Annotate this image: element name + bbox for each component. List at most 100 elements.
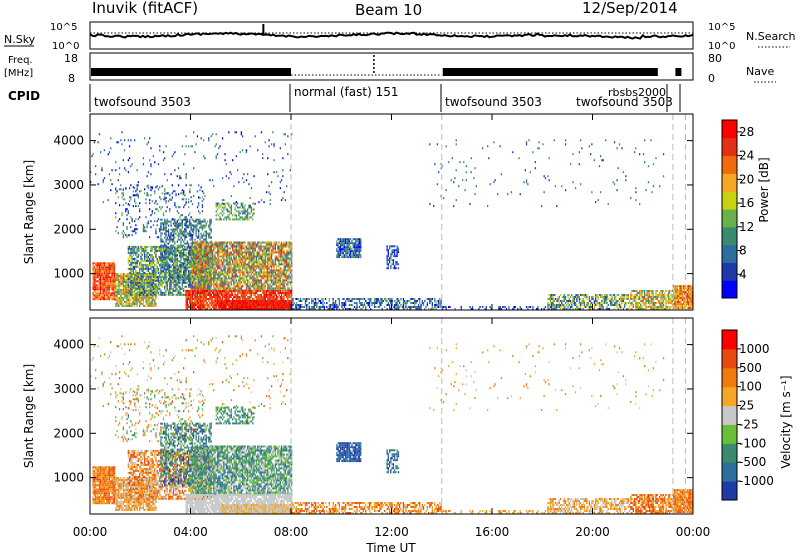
power-cell: [248, 261, 249, 263]
power-cell: [214, 289, 215, 291]
power-cell: [268, 259, 269, 261]
power-panel: 1000200030004000 Slant Range [km] 481216…: [22, 114, 771, 310]
power-cell: [253, 252, 254, 254]
power-cell: [197, 252, 198, 254]
power-cell: [110, 296, 111, 298]
power-cell: [153, 280, 154, 282]
power-cell: [217, 256, 218, 258]
power-cell: [175, 267, 176, 269]
power-cell: [211, 223, 212, 225]
power-cell: [104, 290, 105, 292]
power-cell: [113, 264, 114, 266]
power-cell: [168, 243, 169, 245]
power-cell: [206, 250, 207, 252]
power-cell: [251, 254, 252, 256]
power-cell: [277, 246, 278, 248]
power-cell: [238, 269, 239, 271]
power-cell: [123, 273, 124, 275]
power-cell: [223, 290, 224, 292]
power-cell: [255, 269, 256, 271]
power-cell: [203, 287, 204, 289]
power-cell: [175, 277, 176, 279]
power-cell: [116, 295, 117, 297]
power-cell: [140, 286, 141, 288]
power-cell: [132, 282, 133, 284]
power-cell: [243, 256, 244, 258]
power-cell: [179, 223, 180, 225]
power-cell: [150, 260, 151, 262]
power-cell: [103, 298, 104, 300]
power-cell: [140, 288, 141, 290]
power-cell: [227, 298, 228, 300]
power-cell: [208, 290, 209, 292]
power-cell: [241, 259, 242, 261]
power-cell: [188, 257, 189, 259]
power-cell: [129, 254, 130, 256]
power-cell: [248, 246, 249, 248]
power-cell: [248, 298, 249, 300]
power-cell: [221, 269, 222, 271]
power-cell: [243, 294, 244, 296]
power-cell: [120, 299, 121, 301]
power-cell: [182, 267, 183, 269]
power-cell: [104, 286, 105, 288]
power-cell: [202, 244, 203, 246]
power-cell: [119, 305, 120, 307]
power-cell: [120, 283, 121, 285]
power-cell: [162, 253, 163, 255]
power-cell: [139, 286, 140, 288]
power-cell: [232, 244, 233, 246]
power-cell: [246, 283, 247, 285]
power-cell: [204, 235, 205, 237]
power-cell: [173, 269, 174, 271]
power-cell: [231, 271, 232, 273]
power-cell: [267, 298, 268, 300]
power-cell: [211, 261, 212, 263]
power-cell: [196, 283, 197, 285]
power-cell: [270, 258, 271, 260]
power-cell: [236, 256, 237, 258]
power-cell: [169, 279, 170, 281]
power-cell: [261, 259, 262, 261]
power-cell: [99, 274, 100, 276]
power-cell: [175, 227, 176, 229]
power-cell: [267, 275, 268, 277]
power-cell: [253, 287, 254, 289]
power-cell: [170, 251, 171, 253]
power-cell: [266, 250, 267, 252]
power-cell: [194, 248, 195, 250]
power-cell: [197, 281, 198, 283]
power-cell: [245, 283, 246, 285]
power-cell: [255, 242, 256, 244]
power-cell: [101, 292, 102, 294]
power-cell: [238, 244, 239, 246]
power-cell: [121, 277, 122, 279]
power-cell: [211, 244, 212, 246]
power-cell: [218, 250, 219, 252]
power-cell: [240, 256, 241, 258]
power-cell: [276, 265, 277, 267]
power-cell: [231, 244, 232, 246]
power-cell: [282, 256, 283, 258]
power-cell: [160, 229, 161, 231]
power-cell: [232, 246, 233, 248]
power-cell: [167, 288, 168, 290]
power-cell: [272, 250, 273, 252]
power-cell: [133, 286, 134, 288]
power-cell: [194, 296, 195, 298]
power-cell: [174, 267, 175, 269]
power-cell: [115, 287, 116, 289]
power-cell: [145, 260, 146, 262]
power-cell: [150, 276, 151, 278]
power-cell: [201, 250, 202, 252]
power-cell: [287, 254, 288, 256]
power-cell: [231, 275, 232, 277]
power-cell: [153, 286, 154, 288]
power-cell: [268, 285, 269, 287]
power-cell: [206, 292, 207, 294]
power-cell: [202, 287, 203, 289]
power-cell: [145, 301, 146, 303]
power-cell: [271, 259, 272, 261]
power-cell: [221, 261, 222, 263]
power-cell: [201, 256, 202, 258]
